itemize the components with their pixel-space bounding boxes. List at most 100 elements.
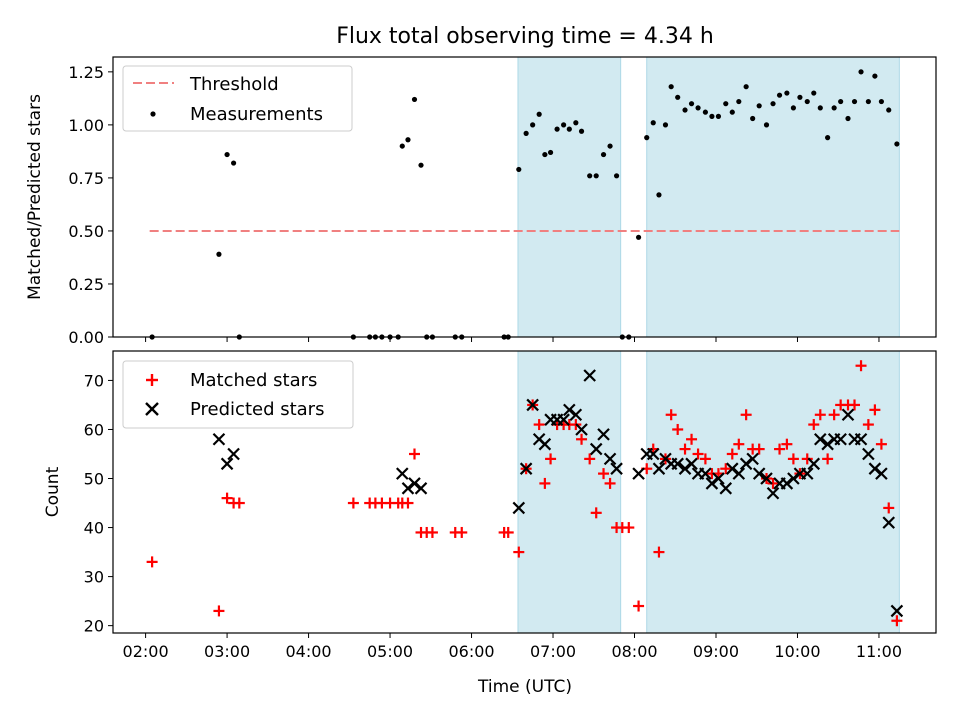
- matched-star-point: [533, 419, 545, 431]
- measurement-point: [797, 94, 803, 100]
- matched-star-point: [822, 453, 834, 465]
- matched-star-point: [408, 448, 420, 460]
- predicted-star-point: [807, 457, 821, 471]
- matched-star-point: [692, 448, 704, 460]
- matched-star-point: [767, 477, 779, 489]
- matched-star-point: [347, 497, 359, 509]
- matched-star-point: [598, 468, 610, 480]
- predicted-star-point: [760, 472, 773, 485]
- predicted-star-point: [526, 398, 539, 412]
- predicted-star-point: [395, 467, 409, 480]
- matched-star-point: [849, 399, 861, 411]
- top-shaded-window-1: [517, 56, 622, 338]
- matched-star-point: [720, 463, 732, 475]
- matched-star-point: [539, 477, 551, 489]
- x-tick-label: 11:00: [856, 642, 902, 661]
- top-legend-box: [122, 65, 353, 132]
- bottom-panel: 20 30 40 50 60 70 02:00 03:00 04:00 05:00 06:00 07…: [43, 350, 937, 697]
- matched-star-point: [753, 443, 765, 455]
- measurement-point: [554, 126, 560, 132]
- matched-star-point: [787, 453, 799, 465]
- measurement-point: [587, 173, 593, 179]
- measurement-point: [845, 115, 851, 122]
- matched-star-point: [679, 443, 691, 455]
- measurement-point: [405, 137, 411, 143]
- measurement-point: [593, 173, 599, 179]
- measurement-point: [607, 143, 613, 149]
- predicted-star-point: [603, 452, 617, 466]
- legend-measurements-swatch: [150, 111, 156, 117]
- top-y-tick-label: 0.75: [68, 169, 104, 188]
- bottom-shaded-window-1: [517, 350, 622, 634]
- measurement-point: [851, 98, 858, 105]
- measurement-point: [530, 122, 536, 128]
- matched-star-point: [633, 600, 645, 612]
- predicted-star-point: [719, 482, 733, 495]
- measurement-point: [573, 120, 579, 126]
- x-tick-label: 07:00: [530, 642, 576, 661]
- measurement-point: [230, 160, 237, 166]
- predicted-star-point: [854, 433, 868, 446]
- predicted-star-point: [685, 457, 698, 471]
- measurement-point: [838, 98, 844, 105]
- predicted-star-point: [834, 433, 847, 446]
- measurement-point: [804, 98, 810, 105]
- predicted-star-point: [766, 486, 780, 500]
- matched-star-point: [781, 438, 793, 450]
- x-tick-label: 09:00: [693, 642, 739, 661]
- measurement-point: [675, 94, 681, 100]
- predicted-star-point: [519, 462, 533, 475]
- predicted-star-point: [705, 477, 719, 490]
- predicted-star-point: [583, 369, 596, 382]
- measurement-point: [399, 143, 405, 149]
- top-y-tick-label: 1.00: [68, 116, 104, 135]
- predicted-star-point: [575, 423, 588, 436]
- predicted-star-point: [882, 516, 896, 529]
- bottom-y-tick-label: 70: [84, 371, 104, 390]
- matched-star-point: [891, 615, 903, 627]
- matched-star-point: [883, 502, 895, 514]
- predicted-star-point: [589, 442, 603, 456]
- matched-star-point: [686, 433, 698, 445]
- x-tick-label: 10:00: [774, 642, 820, 661]
- measurement-point: [547, 149, 554, 156]
- measurement-point: [831, 105, 837, 111]
- predicted-star-point: [512, 501, 526, 515]
- measurement-point: [516, 166, 522, 173]
- top-panel: 0.00 0.25 0.50 0.75 1.00 1.25 Matched/Predict…: [25, 56, 937, 347]
- legend-measurements-label: Measurements: [190, 104, 323, 125]
- matched-star-point: [426, 526, 438, 538]
- predicted-star-point: [678, 462, 692, 475]
- matched-star-point: [862, 419, 874, 431]
- measurement-point: [662, 122, 669, 128]
- measurement-point: [566, 126, 572, 132]
- predicted-star-point: [538, 437, 552, 451]
- predicted-star-point: [821, 437, 834, 451]
- predicted-star-point: [408, 477, 421, 490]
- predicted-star-point: [227, 447, 240, 461]
- predicted-star-point: [610, 462, 623, 475]
- measurement-point: [411, 96, 418, 103]
- measurement-point: [613, 173, 620, 179]
- top-x-ticks: [145, 337, 880, 342]
- top-y-tick-label: 0.00: [68, 328, 104, 347]
- matched-star-point: [584, 453, 596, 465]
- matched-star-point: [855, 360, 867, 372]
- measurement-point: [872, 73, 878, 79]
- measurement-point: [635, 234, 642, 240]
- measurement-point: [709, 113, 715, 119]
- predicted-star-point: [414, 482, 428, 495]
- top-y-tick-label: 0.50: [68, 222, 104, 241]
- legend-threshold-label: Threshold: [189, 74, 279, 95]
- predicted-star-point: [401, 482, 415, 495]
- measurement-point: [418, 162, 424, 168]
- matched-star-point: [828, 409, 840, 421]
- measurement-point: [825, 135, 831, 141]
- measurement-point: [644, 135, 650, 141]
- measurement-point: [656, 192, 662, 198]
- top-y-tick-label: 1.25: [68, 63, 104, 82]
- predicted-star-point: [699, 467, 712, 480]
- matched-star-point: [213, 605, 225, 617]
- predicted-star-point: [800, 467, 814, 480]
